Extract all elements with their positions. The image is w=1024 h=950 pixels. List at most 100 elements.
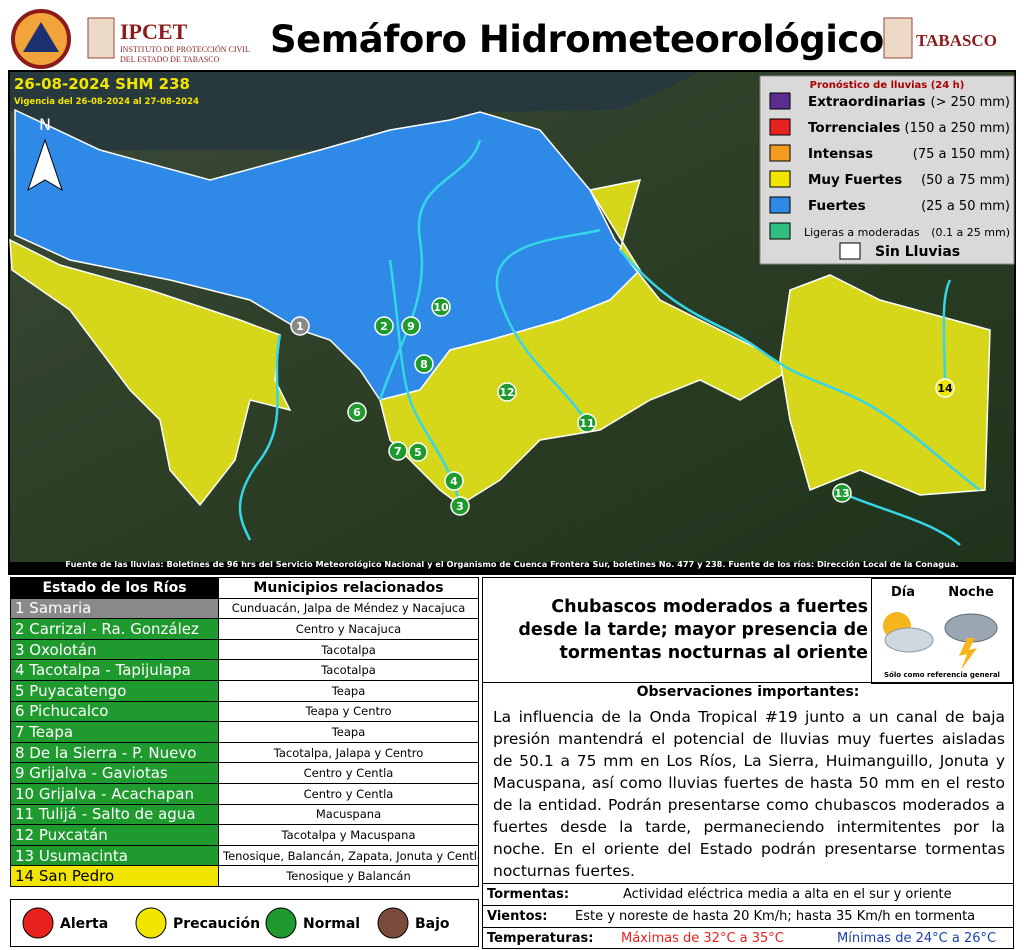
municipalities: Tenosique, Balancán, Zapata, Jonuta y Ce…: [218, 844, 479, 867]
river-row: 7 Teapa Teapa: [10, 721, 479, 743]
river-row: 1 Samaria Cunduacán, Jalpa de Méndez y Na…: [10, 597, 479, 620]
marker-label: 12: [499, 386, 514, 399]
municipalities: Tacotalpa: [218, 659, 479, 681]
observations-title: Observaciones importantes:: [636, 684, 860, 700]
river-marker: 11: [577, 413, 597, 433]
river-row: 9 Grijalva - Gaviotas Centro y Centla: [10, 762, 479, 784]
cloud: [884, 627, 934, 653]
marker-label: 11: [579, 417, 594, 430]
river-name: 2 Carrizal - Ra. González: [10, 618, 219, 640]
river-row: 11 Tulijá - Salto de agua Macuspana: [10, 803, 479, 826]
municipalities: Centro y Centla: [218, 762, 479, 784]
river-row: 8 De la Sierra - P. Nuevo Tacotalpa, Jala…: [10, 741, 479, 764]
storms-row: Tormentas: Actividad eléctrica media a a…: [483, 883, 1013, 906]
header-cell: Municipios relacionados: [218, 577, 479, 599]
legend-label: Intensas: [808, 146, 873, 162]
status-dot: [22, 907, 54, 939]
river-marker: 14: [935, 378, 955, 398]
marker-label: 10: [433, 301, 449, 314]
river-marker: 12: [497, 382, 517, 402]
river: [378, 139, 482, 401]
region-very-heavy: [9, 238, 292, 507]
source: Fuente de las lluvias: Boletines de 96 h…: [65, 559, 958, 569]
river-marker: 9: [401, 316, 421, 336]
marker-label: 1: [296, 320, 304, 333]
legend-swatch: [769, 92, 791, 110]
legend-range: (150 a 250 mm): [905, 121, 1010, 136]
rivers: [238, 139, 981, 546]
cloud: [944, 613, 998, 643]
river-name: 14 San Pedro: [10, 865, 219, 887]
river-name: 4 Tacotalpa - Tapijulapa: [10, 659, 219, 681]
marker-dot: [408, 442, 428, 462]
river-row: 13 Usumacinta Tenosique, Balancán, Zapata…: [10, 844, 479, 867]
river-row: 12 Puxcatán Tacotalpa y Macuspana: [10, 824, 479, 846]
river-row: 6 Pichucalco Teapa y Centro: [10, 700, 479, 723]
marker-label: 2: [380, 320, 388, 333]
value: Este y noreste de hasta 20 Km/h; hasta 3…: [575, 909, 976, 924]
marker-dot: [374, 316, 394, 336]
max-temperature: Máximas de 32°C a 35°C: [621, 931, 784, 946]
marker-dot: [431, 297, 451, 317]
municipalities: Tacotalpa, Jalapa y Centro: [218, 741, 479, 764]
municipalities: Cunduacán, Jalpa de Méndez y Nacajuca: [218, 597, 479, 620]
rivers-table: Estado de los Ríos Municipios relacionad…: [10, 577, 479, 887]
river: [238, 334, 282, 541]
legend-range: (0.1 a 25 mm): [931, 226, 1010, 239]
legend-swatch: [769, 118, 791, 136]
marker-dot: [414, 354, 434, 374]
legend-range: (75 a 150 mm): [913, 147, 1010, 162]
label: Vientos:: [487, 909, 548, 924]
marker-dot: [832, 483, 852, 503]
river: [388, 259, 462, 506]
night: Noche: [948, 585, 994, 600]
river-row: 3 Oxolotán Tacotalpa: [10, 638, 479, 661]
legend-label: Sin Lluvias: [875, 244, 960, 260]
status-label: Precaución: [173, 916, 260, 932]
municipalities: Macuspana: [218, 803, 479, 826]
river-marker: 4: [444, 471, 464, 491]
label: Tormentas:: [487, 887, 570, 902]
title: Semáforo Hidrometeorológico: [270, 18, 884, 61]
agency: IPCET: [120, 19, 188, 44]
river: [942, 279, 952, 389]
logos: IPCET INSTITUTO DE PROTECCIÓN CIVIL DEL …: [11, 9, 250, 69]
legend-box: [759, 75, 1015, 265]
winds-row: Vientos: Este y noreste de hasta 20 Km/h…: [483, 905, 1013, 928]
municipalities: Teapa: [218, 721, 479, 743]
river-name: 6 Pichucalco: [10, 700, 219, 723]
river-name: 5 Puyacatengo: [10, 679, 219, 702]
municipalities: Centro y Nacajuca: [218, 618, 479, 640]
river: [841, 491, 961, 546]
marker-dot: [444, 471, 464, 491]
municipalities: Tenosique y Balancán: [218, 865, 479, 887]
arrow: [27, 138, 63, 192]
river-marker: 1: [290, 316, 310, 336]
legend-label: Extraordinarias: [808, 94, 926, 110]
lightning: [959, 638, 977, 670]
sea: [10, 72, 700, 150]
marker-label: 14: [937, 382, 953, 395]
municipalities: Tacotalpa: [218, 638, 479, 661]
river-marker: 8: [414, 354, 434, 374]
agency-line: INSTITUTO DE PROTECCIÓN CIVIL: [120, 44, 250, 54]
river-name: 7 Teapa: [10, 721, 219, 743]
river-name: 9 Grijalva - Gaviotas: [10, 762, 219, 784]
bulletin: 26-08-2024 SHM 238: [14, 75, 190, 93]
river: [619, 249, 981, 491]
river-marker: 7: [388, 441, 408, 461]
forecast-panel: Chubascos moderados a fuertes desde la t…: [482, 577, 1014, 949]
north: N: [39, 115, 51, 134]
river-row: 2 Carrizal - Ra. González Centro y Nacaju…: [10, 618, 479, 640]
marker-label: 5: [414, 446, 422, 459]
legend-swatch: [769, 144, 791, 162]
marker-dot: [497, 382, 517, 402]
river-marker: 10: [431, 297, 451, 317]
marker-label: 6: [353, 406, 361, 419]
divider: [483, 682, 1013, 683]
marker-label: 8: [420, 358, 428, 371]
status-legend: Alerta Precaución Normal Bajo: [10, 899, 479, 947]
legend-range: (50 a 75 mm): [921, 173, 1010, 188]
